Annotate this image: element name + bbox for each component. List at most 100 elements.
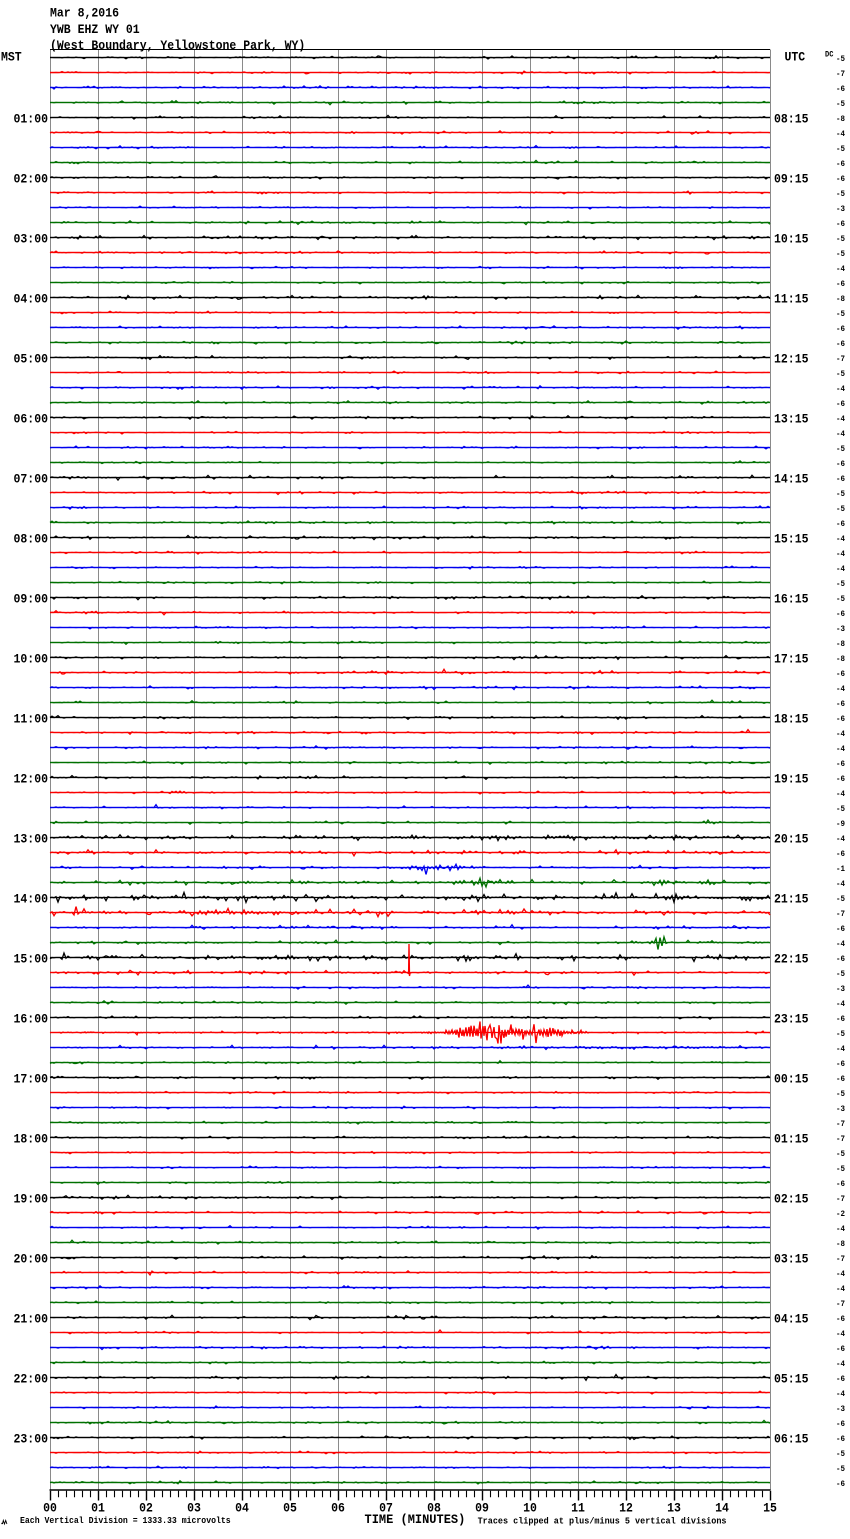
svg-text:-5: -5 bbox=[836, 594, 845, 604]
svg-text:DC: DC bbox=[825, 50, 833, 60]
svg-text:-4: -4 bbox=[836, 684, 845, 694]
svg-text:-6: -6 bbox=[836, 324, 845, 334]
svg-text:-5: -5 bbox=[836, 1149, 845, 1159]
svg-text:01:00: 01:00 bbox=[14, 112, 49, 127]
svg-text:-3: -3 bbox=[836, 1404, 845, 1414]
svg-text:-4: -4 bbox=[836, 1269, 845, 1279]
svg-text:-6: -6 bbox=[836, 924, 845, 934]
svg-text:07: 07 bbox=[379, 1501, 393, 1516]
svg-text:03: 03 bbox=[187, 1501, 201, 1516]
svg-text:10:15: 10:15 bbox=[774, 232, 809, 247]
svg-text:-4: -4 bbox=[836, 1284, 845, 1294]
svg-text:06:15: 06:15 bbox=[774, 1432, 809, 1447]
svg-text:-9: -9 bbox=[836, 819, 845, 829]
svg-text:04:15: 04:15 bbox=[774, 1312, 809, 1327]
svg-text:-3: -3 bbox=[836, 624, 845, 634]
svg-text:Traces clipped at plus/minus 5: Traces clipped at plus/minus 5 vertical … bbox=[478, 1516, 727, 1526]
svg-text:11:15: 11:15 bbox=[774, 292, 809, 307]
svg-text:20:00: 20:00 bbox=[14, 1252, 49, 1267]
svg-text:-8: -8 bbox=[836, 1239, 845, 1249]
svg-text:-3: -3 bbox=[836, 204, 845, 214]
svg-text:-7: -7 bbox=[836, 1299, 845, 1309]
svg-text:23:00: 23:00 bbox=[14, 1432, 49, 1447]
svg-text:19:00: 19:00 bbox=[14, 1192, 49, 1207]
svg-text:-6: -6 bbox=[836, 399, 845, 409]
svg-text:06:00: 06:00 bbox=[14, 412, 49, 427]
svg-text:-6: -6 bbox=[836, 1014, 845, 1024]
svg-text:-8: -8 bbox=[836, 639, 845, 649]
svg-text:14:00: 14:00 bbox=[14, 892, 49, 907]
svg-text:-7: -7 bbox=[836, 909, 845, 919]
svg-text:15: 15 bbox=[763, 1501, 777, 1516]
svg-text:-4: -4 bbox=[836, 1389, 845, 1399]
svg-text:-6: -6 bbox=[836, 159, 845, 169]
svg-text:15:00: 15:00 bbox=[14, 952, 49, 967]
svg-text:06: 06 bbox=[331, 1501, 345, 1516]
svg-text:-6: -6 bbox=[836, 1344, 845, 1354]
svg-text:-5: -5 bbox=[836, 504, 845, 514]
svg-text:-6: -6 bbox=[836, 669, 845, 679]
svg-text:09:00: 09:00 bbox=[14, 592, 49, 607]
svg-text:-7: -7 bbox=[836, 354, 845, 364]
svg-text:03:00: 03:00 bbox=[14, 232, 49, 247]
svg-text:-5: -5 bbox=[836, 444, 845, 454]
svg-text:02: 02 bbox=[139, 1501, 153, 1516]
svg-text:UTC: UTC bbox=[785, 50, 806, 65]
svg-text:-5: -5 bbox=[836, 99, 845, 109]
svg-text:(West Boundary, Yellowstone Pa: (West Boundary, Yellowstone Park, WY) bbox=[50, 38, 305, 53]
svg-text:09: 09 bbox=[475, 1501, 489, 1516]
svg-text:-6: -6 bbox=[836, 1419, 845, 1429]
svg-text:-6: -6 bbox=[836, 609, 845, 619]
svg-text:-5: -5 bbox=[836, 489, 845, 499]
svg-text:-4: -4 bbox=[836, 549, 845, 559]
svg-text:14:15: 14:15 bbox=[774, 472, 809, 487]
svg-text:-2: -2 bbox=[836, 1209, 845, 1219]
svg-text:-4: -4 bbox=[836, 879, 845, 889]
svg-text:18:15: 18:15 bbox=[774, 712, 809, 727]
svg-text:-6: -6 bbox=[836, 519, 845, 529]
svg-text:17:15: 17:15 bbox=[774, 652, 809, 667]
svg-text:-5: -5 bbox=[836, 249, 845, 259]
svg-text:-6: -6 bbox=[836, 1314, 845, 1324]
svg-text:-3: -3 bbox=[836, 1104, 845, 1114]
svg-text:-6: -6 bbox=[836, 954, 845, 964]
svg-text:Each Vertical Division = 1333.: Each Vertical Division = 1333.33 microvo… bbox=[20, 1516, 231, 1526]
svg-text:22:00: 22:00 bbox=[14, 1372, 49, 1387]
svg-text:16:00: 16:00 bbox=[14, 1012, 49, 1027]
svg-text:-6: -6 bbox=[836, 1179, 845, 1189]
svg-text:-5: -5 bbox=[836, 189, 845, 199]
svg-text:-6: -6 bbox=[836, 1434, 845, 1444]
svg-text:-7: -7 bbox=[836, 1194, 845, 1204]
svg-text:08: 08 bbox=[427, 1501, 441, 1516]
svg-text:-6: -6 bbox=[836, 849, 845, 859]
svg-text:-6: -6 bbox=[836, 774, 845, 784]
svg-text:04:00: 04:00 bbox=[14, 292, 49, 307]
svg-text:-6: -6 bbox=[836, 279, 845, 289]
svg-text:Mar 8,2016: Mar 8,2016 bbox=[50, 5, 119, 20]
svg-text:19:15: 19:15 bbox=[774, 772, 809, 787]
svg-text:-6: -6 bbox=[836, 219, 845, 229]
svg-text:-5: -5 bbox=[836, 969, 845, 979]
svg-text:-5: -5 bbox=[836, 144, 845, 154]
svg-text:-5: -5 bbox=[836, 309, 845, 319]
svg-text:-5: -5 bbox=[836, 1164, 845, 1174]
svg-text:14: 14 bbox=[715, 1501, 729, 1516]
svg-text:16:15: 16:15 bbox=[774, 592, 809, 607]
svg-text:-5: -5 bbox=[836, 1089, 845, 1099]
svg-text:05: 05 bbox=[283, 1501, 297, 1516]
svg-text:21:15: 21:15 bbox=[774, 892, 809, 907]
svg-text:-6: -6 bbox=[836, 714, 845, 724]
svg-text:-3: -3 bbox=[836, 984, 845, 994]
svg-text:02:15: 02:15 bbox=[774, 1192, 809, 1207]
svg-text:-6: -6 bbox=[836, 339, 845, 349]
svg-text:TIME (MINUTES): TIME (MINUTES) bbox=[365, 1512, 466, 1527]
svg-text:13: 13 bbox=[667, 1501, 681, 1516]
svg-text:-5: -5 bbox=[836, 579, 845, 589]
svg-text:-6: -6 bbox=[836, 759, 845, 769]
svg-text:-6: -6 bbox=[836, 1479, 845, 1489]
svg-text:-6: -6 bbox=[836, 459, 845, 469]
svg-text:-7: -7 bbox=[836, 1254, 845, 1264]
svg-text:-4: -4 bbox=[836, 429, 845, 439]
svg-text:01:15: 01:15 bbox=[774, 1132, 809, 1147]
svg-text:-5: -5 bbox=[836, 1464, 845, 1474]
